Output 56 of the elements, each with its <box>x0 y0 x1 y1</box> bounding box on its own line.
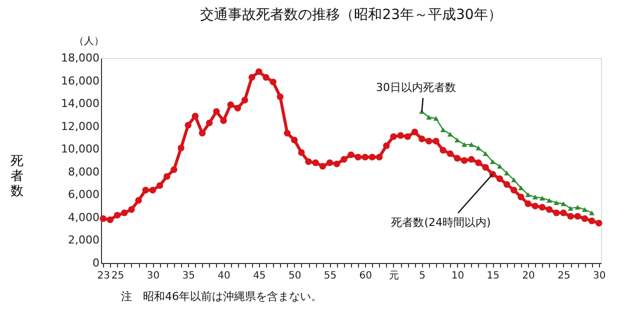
point <box>589 210 595 216</box>
x-tick-label: 23 <box>97 270 110 282</box>
point <box>574 204 580 210</box>
text: （人） <box>74 36 104 47</box>
y-tick-label: 4,000 <box>68 210 100 224</box>
x-tick-label: 元 <box>388 270 399 282</box>
y-tick-label: 18,000 <box>61 52 100 64</box>
x-tick-label: 30 <box>593 270 606 282</box>
point <box>468 142 474 147</box>
x-tick-label: 20 <box>522 270 535 282</box>
point <box>504 170 510 176</box>
y-tick-label: 2,000 <box>68 234 100 247</box>
point <box>582 207 588 212</box>
point <box>511 177 517 182</box>
x-tick-label: 5 <box>419 270 426 282</box>
chart-title: 交通事故死者数の推移（昭和23年～平成30年） <box>200 7 502 23</box>
point <box>433 116 439 121</box>
y-tick-label: 12,000 <box>61 120 100 133</box>
y-axis-title: 死者数 <box>10 154 24 199</box>
point <box>462 142 468 147</box>
x-tick-label: 40 <box>218 270 230 282</box>
point <box>490 159 496 164</box>
point <box>560 201 566 206</box>
y-tick-label: 8,000 <box>68 165 100 178</box>
point <box>440 127 446 132</box>
annotation: 死者数(24時間以内) <box>391 216 491 229</box>
x-tick-label: 10 <box>451 270 464 282</box>
point <box>426 114 432 120</box>
x-tick-label: 25 <box>558 270 570 282</box>
y-tick-label: 6,000 <box>68 188 100 202</box>
x-tick-label: 45 <box>253 270 266 282</box>
x-tick-label: 15 <box>486 270 500 282</box>
point <box>525 192 531 198</box>
x-tick-label: 60 <box>359 270 372 282</box>
point <box>546 198 552 203</box>
x-tick-label: 35 <box>182 270 195 282</box>
point <box>476 146 482 150</box>
point <box>568 206 574 211</box>
y-tick-label: 14,000 <box>61 97 100 110</box>
point <box>554 200 560 206</box>
point <box>532 194 538 200</box>
point <box>539 196 545 200</box>
annotation: 30日以内死者数 <box>376 81 456 94</box>
x-tick-label: 25 <box>111 270 124 282</box>
point <box>496 164 502 169</box>
y-tick-label: 0 <box>92 256 100 270</box>
text: 注 昭和46年以前は沖縄県を含まない。 <box>121 290 322 303</box>
y-tick-label: 10,000 <box>61 142 100 156</box>
x-tick-label: 55 <box>324 270 337 282</box>
x-tick-label: 30 <box>146 270 160 282</box>
x-tick-label: 50 <box>288 270 302 282</box>
point <box>482 151 488 156</box>
point <box>454 138 460 142</box>
point <box>447 132 453 137</box>
y-tick-label: 16,000 <box>61 74 100 88</box>
point <box>518 185 524 190</box>
